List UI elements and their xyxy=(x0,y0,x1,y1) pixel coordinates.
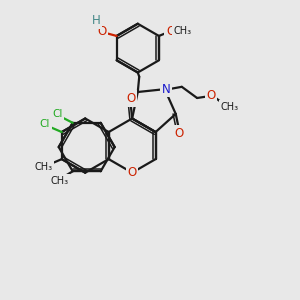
Text: O: O xyxy=(175,127,184,140)
Text: Cl: Cl xyxy=(40,119,50,129)
Text: O: O xyxy=(166,25,175,38)
Text: O: O xyxy=(97,25,106,38)
Text: CH₃: CH₃ xyxy=(221,102,239,112)
Text: O: O xyxy=(126,92,135,105)
Text: CH₃: CH₃ xyxy=(34,162,52,172)
Text: Cl: Cl xyxy=(52,109,63,119)
Text: H: H xyxy=(92,14,100,27)
Text: CH₃: CH₃ xyxy=(174,26,192,36)
Text: N: N xyxy=(162,83,171,96)
Text: CH₃: CH₃ xyxy=(50,176,68,186)
Text: O: O xyxy=(128,166,137,179)
Text: O: O xyxy=(206,89,216,102)
